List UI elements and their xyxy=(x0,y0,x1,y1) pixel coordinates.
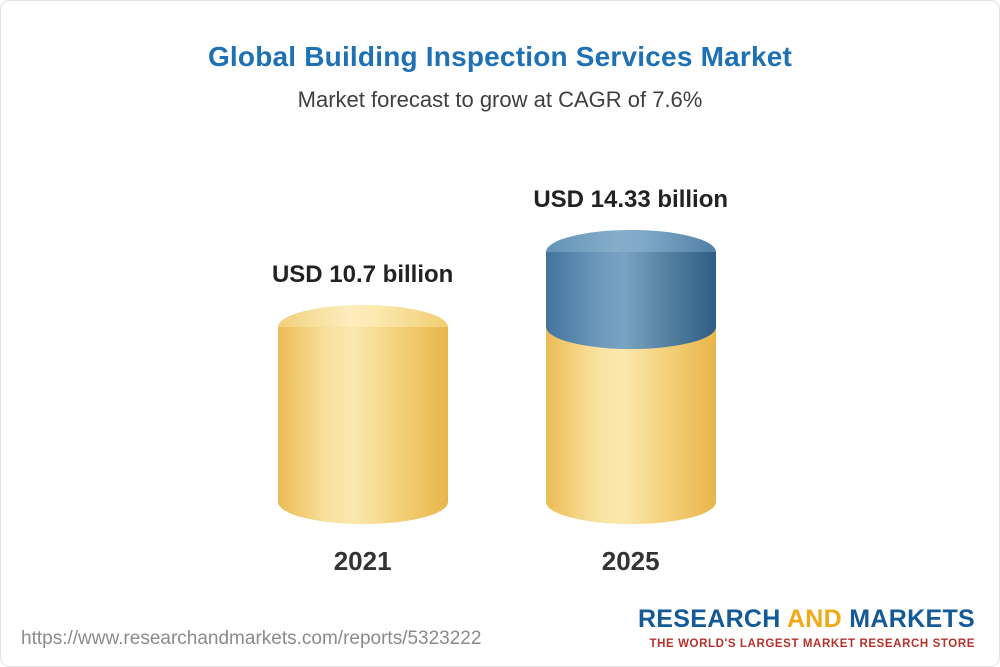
cylinder-2025-growth-segment xyxy=(545,230,716,349)
header: Global Building Inspection Services Mark… xyxy=(1,1,999,113)
bar-group-2025: USD 14.33 billion 2025 xyxy=(533,186,728,577)
brand-logo-tagline: THE WORLD'S LARGEST MARKET RESEARCH STOR… xyxy=(649,638,975,650)
chart-title: Global Building Inspection Services Mark… xyxy=(207,41,793,72)
logo-word-research: RESEARCH xyxy=(637,605,787,633)
cylinder-2025-base-body xyxy=(545,327,716,524)
report-url: https://www.researchandmarkets.com/repor… xyxy=(21,628,482,649)
bar-value-label-2021: USD 10.7 billion xyxy=(271,261,454,288)
bar-year-label-2021: 2021 xyxy=(333,546,392,576)
cylinder-2021 xyxy=(277,305,448,524)
footer: https://www.researchandmarkets.com/repor… xyxy=(1,596,999,666)
bar-group-2021: USD 10.7 billion 2021 xyxy=(272,261,453,577)
cylinder-2025 xyxy=(545,230,716,524)
logo-word-markets: MARKETS xyxy=(842,605,975,633)
bar-year-label-2025: 2025 xyxy=(601,546,660,576)
cylinder-2025-growth-body xyxy=(545,252,716,349)
chart-area: USD 10.7 billion 2021 USD 14.33 billion … xyxy=(1,129,999,577)
cylinder-2021-body xyxy=(277,327,448,524)
brand-logo-wordmark: RESEARCH AND MARKETS xyxy=(638,605,975,634)
brand-logo: RESEARCH AND MARKETS THE WORLD'S LARGEST… xyxy=(638,605,975,650)
logo-word-and: AND xyxy=(786,605,843,633)
bar-value-label-2025: USD 14.33 billion xyxy=(533,186,729,213)
chart-subtitle: Market forecast to grow at CAGR of 7.6% xyxy=(297,87,703,112)
